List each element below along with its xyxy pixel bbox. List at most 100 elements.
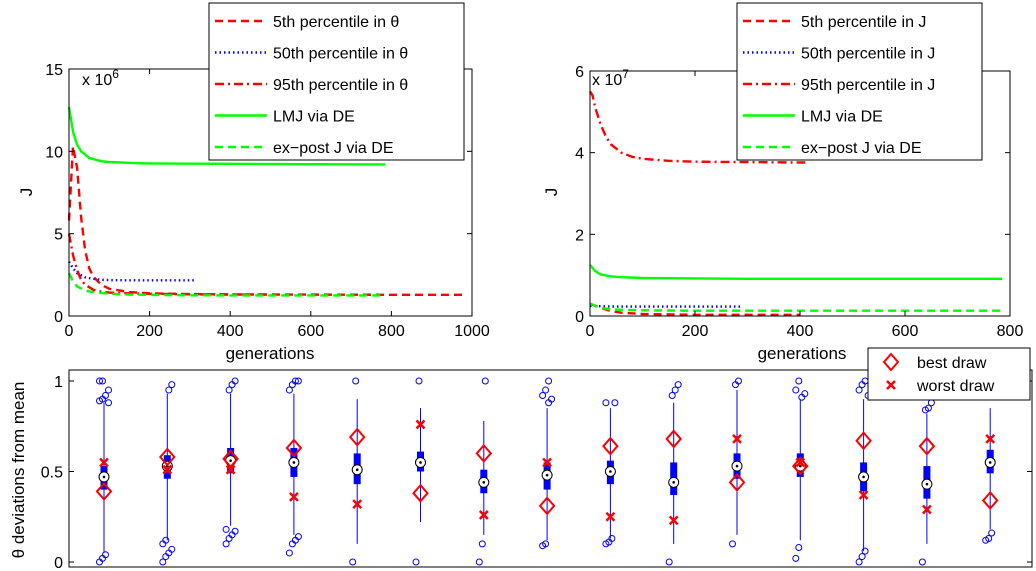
outlier-point [539,391,547,399]
legend-box [736,2,983,161]
y-axis-label: J [17,188,36,197]
x-tick-label: 200 [136,323,163,340]
best-draw-marker [95,481,113,501]
legend-label-3: LMJ via DE [273,109,355,126]
legend: best draw worst draw [867,347,1031,401]
best-draw-marker [981,490,999,510]
legend-label-4: ex−post J via DE [273,140,394,157]
outlier-point [671,386,679,394]
outlier-point [475,558,483,566]
y-tick-label: 6 [575,64,584,81]
legend-label-0: best draw [917,355,987,372]
outlier-point [735,377,742,385]
median-dot [419,461,422,464]
x-tick-label: 600 [892,323,919,340]
legend: 5th percentile in θ 50th percentile in θ 9… [208,2,465,161]
legend-label-3: LMJ via DE [801,109,883,126]
best-draw-marker [918,436,936,456]
best-draw-marker [602,436,619,456]
outlier-point [611,399,619,407]
outlier-point [795,377,803,385]
y-tick-label: 0 [54,309,63,326]
outlier-point [294,377,302,385]
worst-draw-marker [415,419,426,430]
outlier-point [858,553,866,561]
x-tick-label: 800 [378,323,405,340]
outlier-point [795,544,803,552]
y-tick-label: 15 [45,62,63,79]
median-dot [229,459,232,462]
panel-top-right: 0 200 400 600 800 0 2 4 6 x 107 generations J 5t… [542,2,1023,363]
outlier-point [102,551,109,559]
series-line-1 [67,261,194,282]
series-line-0 [589,302,800,316]
outlier-point [861,547,869,555]
outlier-point [222,525,230,533]
best-draw-marker [855,431,872,451]
outlier-point [105,386,112,394]
worst-draw-marker [795,457,806,468]
worst-draw-marker [922,504,932,515]
outlier-point [168,545,176,553]
best-draw-marker [728,472,746,492]
median-dot [355,468,359,471]
outlier-point [665,558,673,566]
x-tick-label: 400 [787,323,814,340]
worst-draw-marker [542,457,552,468]
outlier-point [291,377,299,385]
outlier-point [481,377,489,385]
legend-label-1: 50th percentile in J [801,46,935,63]
outlier-point [415,377,423,385]
outlier-point [96,377,103,385]
outlier-point [855,558,863,566]
best-draw-marker [222,449,239,469]
outlier-point [225,386,233,394]
outlier-point [231,377,239,385]
x-tick-label: 600 [297,323,324,340]
worst-draw-marker [99,457,109,468]
median-dot [988,461,992,464]
x-axis-label: generations [758,344,847,363]
legend-x-icon [886,380,896,390]
series-line-0 [67,145,464,296]
outlier-point [801,390,809,398]
outlier-point [352,377,360,385]
worst-draw-marker [289,491,299,502]
outlier-point [285,549,293,557]
outlier-point [412,558,420,566]
x-tick-label: 1000 [454,323,490,340]
outlier-point [165,386,173,394]
worst-draw-marker [985,434,996,444]
worst-draw-marker [605,511,616,522]
panel-top-left: 0 200 400 600 800 1000 0 5 10 15 x 106 generation… [17,2,490,363]
exponent-label: x 107 [592,67,629,89]
best-draw-marker [665,429,683,449]
y-tick-label: 10 [45,144,63,161]
y-tick-label: 4 [575,146,584,163]
x-tick-label: 0 [586,323,595,340]
outlier-point [668,391,676,399]
legend-label-2: 95th percentile in J [801,77,935,94]
outlier-point [542,540,550,548]
y-tick-label: 1 [54,374,63,391]
best-draw-marker [538,496,556,516]
outlier-point [542,386,550,394]
y-tick-label: 2 [575,227,584,244]
y-axis-label: J [542,188,561,197]
median-dot [925,482,929,486]
outlier-point [222,540,230,548]
outlier-point [792,554,800,562]
y-tick-label: 0 [575,309,584,326]
best-draw-marker [791,456,809,476]
best-draw-marker [475,443,493,463]
legend-label-1: 50th percentile in θ [273,46,408,63]
outlier-point [545,377,553,385]
y-tick-label: 5 [54,227,63,244]
x-tick-label: 0 [65,323,74,340]
legend-diamond-icon [882,352,900,372]
median-dot [102,475,106,479]
outlier-point [792,386,800,394]
outlier-point [924,404,932,412]
median-dot [609,470,612,473]
